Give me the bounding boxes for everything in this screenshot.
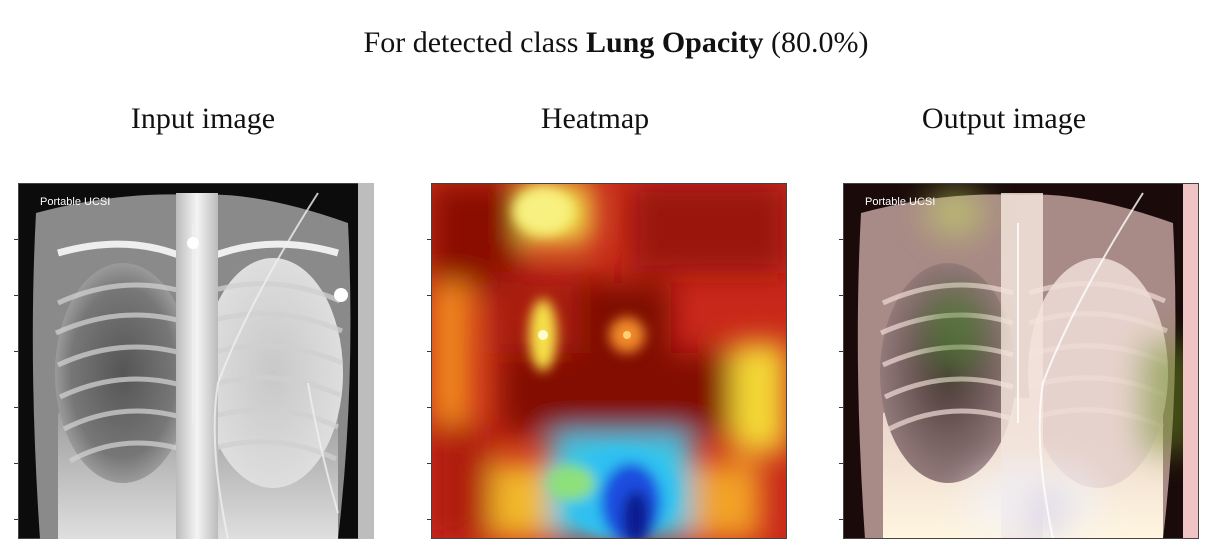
heatmap-title: Heatmap <box>540 102 650 135</box>
figure-title: For detected class Lung Opacity (80.0%) <box>0 26 1212 60</box>
overlay-marker-text: Portable UCSI <box>865 196 935 208</box>
heatmap-image <box>431 183 787 539</box>
title-prefix: For detected class <box>363 26 579 59</box>
confidence-value: (80.0%) <box>770 26 869 59</box>
output-image-title: Output image <box>921 102 1087 135</box>
output-image-panel: Portable UCSI <box>839 183 1199 539</box>
input-image-title: Input image <box>130 102 276 135</box>
detected-class-name: Lung Opacity <box>585 26 764 59</box>
xray-image: Portable UCSI <box>18 183 374 539</box>
heatmap-panel <box>427 183 787 539</box>
overlay-image: Portable UCSI <box>843 183 1199 539</box>
input-image-panel: Portable UCSI <box>14 183 374 539</box>
xray-marker-text: Portable UCSI <box>40 196 110 208</box>
